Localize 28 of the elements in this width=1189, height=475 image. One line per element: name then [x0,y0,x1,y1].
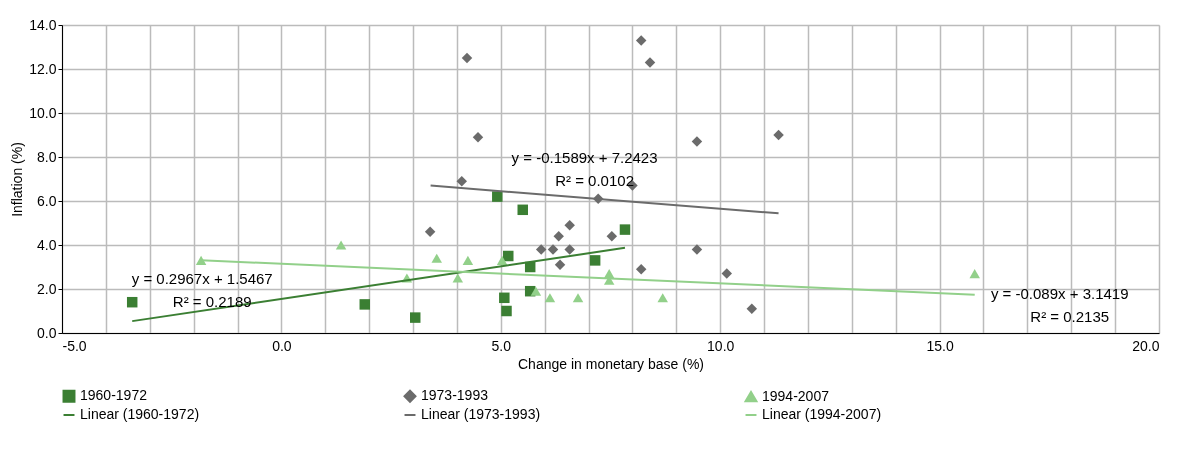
x-tick-label: 15.0 [926,337,954,354]
annotation: R² = 0.2189 [172,293,252,311]
legend-label: Linear (1994-2007) [762,406,882,422]
y-axis-title: Inflation (%) [9,142,26,217]
y-tick-label: 10.0 [29,104,57,121]
legend-label: Linear (1973-1993) [421,406,541,422]
y-tick-label: 0.0 [37,324,57,341]
y-tick-label: 12.0 [29,60,57,77]
x-tick-label: -5.0 [62,337,87,354]
y-tick-label: 2.0 [37,280,57,297]
annotation: y = -0.1589x + 7.2423 [511,148,658,166]
legend-label: Linear (1960-1972) [80,406,200,422]
annotation: R² = 0.2135 [1030,307,1110,325]
x-tick-label: 0.0 [272,337,292,354]
legend-label: 1973-1993 [421,387,489,404]
legend-label: 1960-1972 [80,387,148,404]
annotation: R² = 0.0102 [555,171,634,189]
x-tick-label: 10.0 [707,337,735,354]
y-tick-label: 14.0 [29,16,57,33]
x-tick-label: 20.0 [1132,337,1160,354]
y-tick-label: 8.0 [37,148,57,165]
x-tick-label: 5.0 [491,337,512,354]
y-tick-label: 6.0 [37,192,57,209]
annotation: y = -0.089x + 3.1419 [990,284,1129,302]
y-tick-label: 4.0 [37,236,57,253]
x-axis-title: Change in monetary base (%) [518,355,704,372]
annotation: y = 0.2967x + 1.5467 [131,270,273,288]
legend-label: 1994-2007 [762,387,830,404]
